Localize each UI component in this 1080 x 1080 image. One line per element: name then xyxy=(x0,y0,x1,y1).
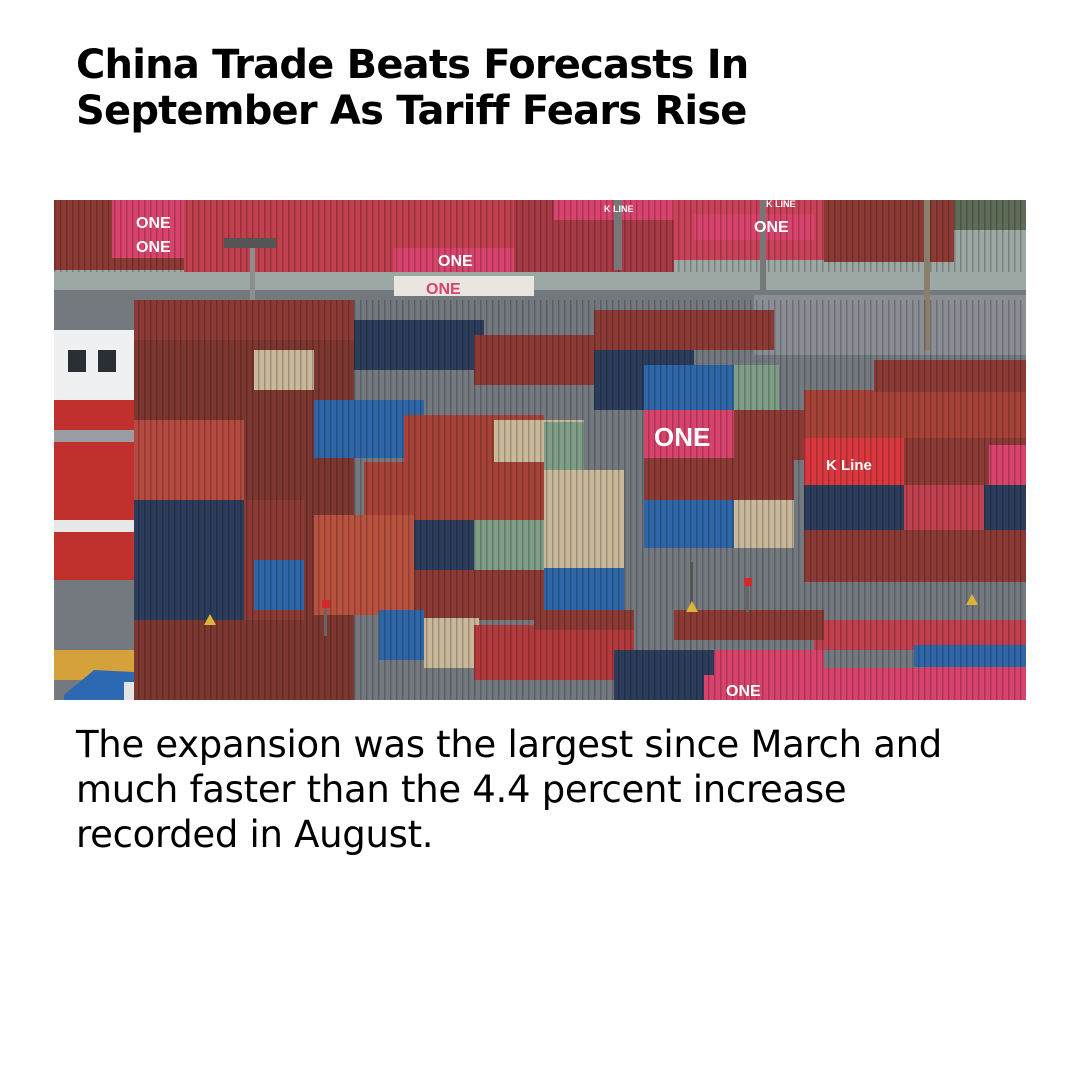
background-container-stacks: ONE ONE ONE K LINE K LINE ONE ONE xyxy=(54,200,1026,350)
svg-text:K LINE: K LINE xyxy=(604,204,634,214)
container-port-image: ONE ONE ONE K LINE K LINE ONE ONE xyxy=(54,200,1026,700)
article-photo: ONE ONE ONE K LINE K LINE ONE ONE xyxy=(54,200,1026,700)
article-body: The expansion was the largest since Marc… xyxy=(76,723,942,856)
svg-text:ONE: ONE xyxy=(754,219,789,236)
svg-text:ONE: ONE xyxy=(438,253,473,270)
article-headline: China Trade Beats Forecasts In September… xyxy=(76,42,749,134)
svg-text:ONE: ONE xyxy=(136,215,171,232)
svg-text:ONE: ONE xyxy=(654,422,710,452)
foreground-container-stacks: ONE K Line ONE xyxy=(134,300,1026,700)
svg-text:ONE: ONE xyxy=(426,281,461,298)
svg-text:K Line: K Line xyxy=(826,457,872,474)
svg-text:ONE: ONE xyxy=(136,239,171,256)
svg-text:ONE: ONE xyxy=(726,683,761,700)
svg-text:K LINE: K LINE xyxy=(766,200,796,209)
traffic-markers xyxy=(204,562,978,636)
